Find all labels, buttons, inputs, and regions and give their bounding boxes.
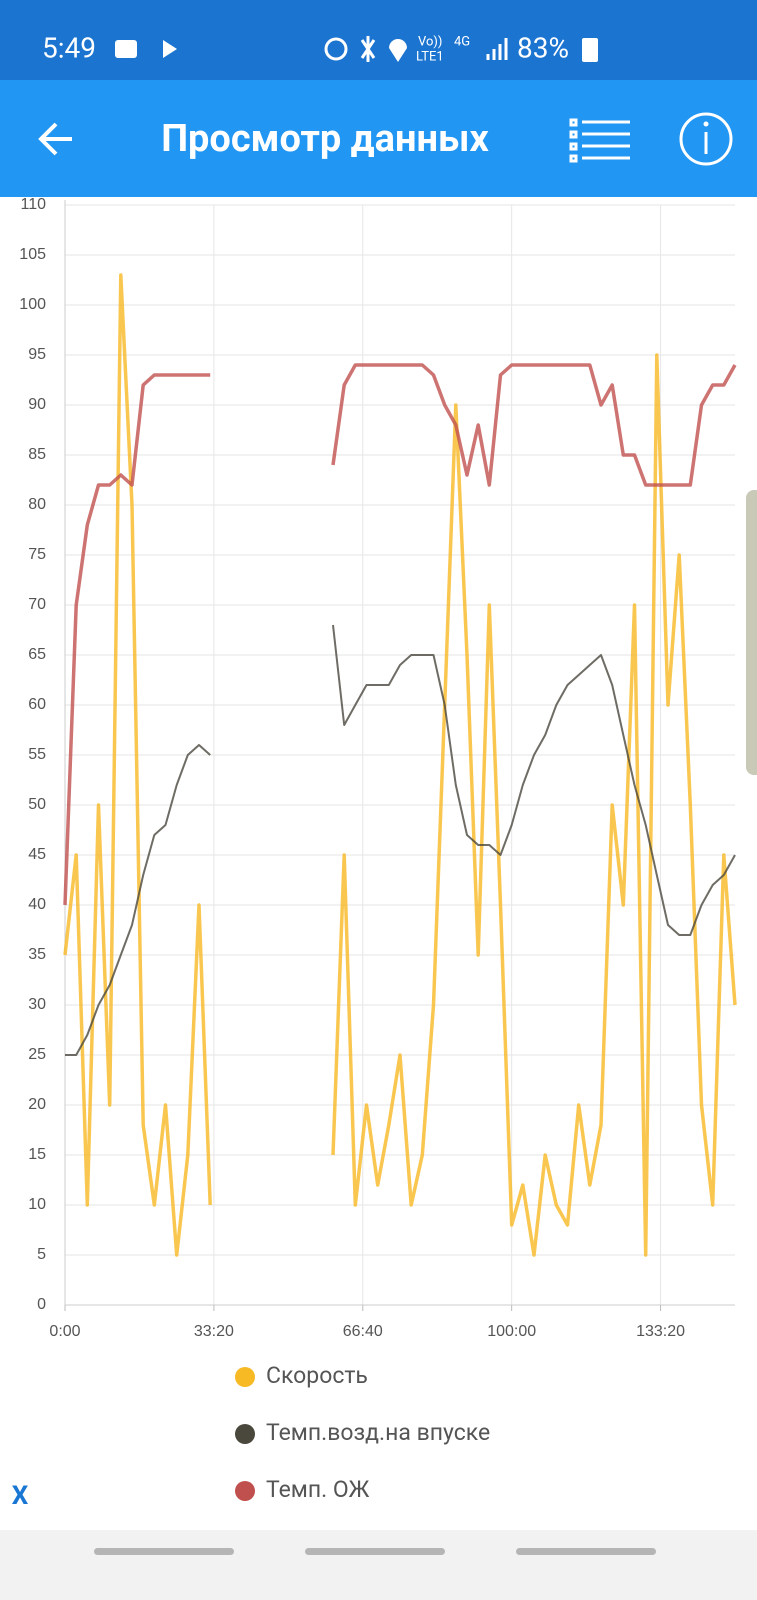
nav-bar [0,1530,757,1600]
y-tick-label: 0 [37,1296,46,1313]
legend-label: Скорость [266,1362,368,1389]
nav-button[interactable] [305,1548,445,1555]
y-tick-label: 75 [28,546,46,563]
x-tick-label: 100:00 [487,1323,536,1340]
legend-marker [235,1424,255,1444]
battery-text: 83% [517,31,569,64]
y-tick-label: 30 [28,996,46,1013]
battery-icon [582,38,598,62]
y-tick-label: 15 [28,1146,46,1163]
network-label: 4G [454,34,470,49]
bluetooth-icon [360,36,376,62]
nav-button[interactable] [94,1548,234,1555]
y-tick-label: 65 [28,646,46,663]
x-tick-label: 133:20 [636,1323,685,1340]
list-button[interactable] [569,118,630,163]
x-tick-label: 66:40 [343,1323,383,1340]
status-icon [163,40,177,58]
network-label: LTE1 [416,49,444,64]
y-tick-label: 80 [28,496,46,513]
y-tick-label: 10 [28,1196,46,1213]
y-tick-label: 35 [28,946,46,963]
close-button[interactable]: X [12,1481,29,1511]
status-bar [0,0,757,80]
status-icon [115,40,137,58]
network-label: Vo)) [418,34,442,49]
back-button[interactable] [38,122,72,156]
alarm-icon [324,37,348,61]
location-icon [389,39,407,62]
y-tick-label: 100 [19,296,46,313]
scroll-handle[interactable] [746,490,757,775]
y-tick-label: 105 [19,246,46,263]
legend-marker [235,1481,255,1501]
y-tick-label: 40 [28,896,46,913]
app-title: Просмотр данных [161,117,489,161]
nav-button[interactable] [516,1548,656,1555]
app-bar [0,80,757,197]
data-line [63,273,737,1257]
data-line [65,624,736,1056]
y-tick-label: 70 [28,596,46,613]
y-tick-label: 95 [28,346,46,363]
y-tick-label: 5 [37,1246,46,1263]
y-tick-label: 90 [28,396,46,413]
legend-marker [235,1367,255,1387]
y-tick-label: 45 [28,846,46,863]
status-time: 5:49 [42,31,96,64]
y-tick-label: 20 [28,1096,46,1113]
info-button[interactable] [679,112,733,166]
legend-label: Темп.возд.на впуске [266,1419,490,1446]
y-tick-label: 110 [20,196,46,213]
y-tick-label: 60 [28,696,46,713]
y-tick-label: 55 [28,746,46,763]
legend-label: Темп. ОЖ [266,1476,369,1503]
signal-icon [486,38,508,60]
y-tick-label: 25 [28,1046,46,1063]
x-tick-label: 33:20 [194,1323,234,1340]
x-tick-label: 0:00 [49,1323,80,1340]
data-line [63,363,737,906]
y-tick-label: 85 [28,446,46,463]
chart: 0 5 10 15 20 25 30 35 40 45 50 55 60 65 70 75 80 85 90 95 10… [19,196,737,1340]
y-tick-label: 50 [28,796,46,813]
